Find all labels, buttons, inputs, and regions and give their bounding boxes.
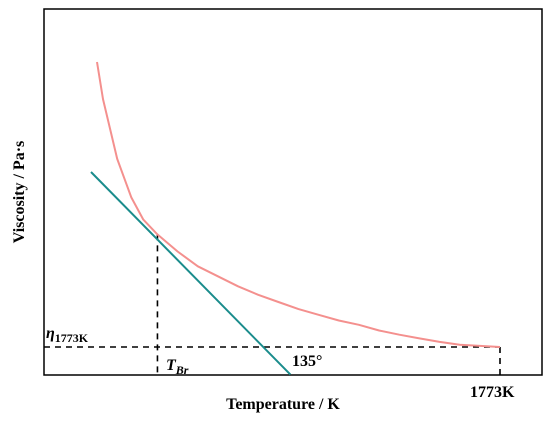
angle-label: 135° — [292, 353, 322, 370]
x-axis-label: Temperature / K — [226, 396, 340, 413]
end-temperature-label: 1773K — [470, 384, 515, 401]
series-group — [90, 61, 501, 376]
reference-lines — [44, 234, 501, 375]
y-axis-label: Viscosity / Pa·s — [11, 141, 28, 244]
t-br-label: TBr — [166, 357, 189, 377]
eta-label: η1773K — [46, 325, 89, 345]
plot-frame — [43, 8, 543, 376]
viscosity-curve — [96, 61, 501, 348]
tangent-line — [90, 171, 292, 376]
